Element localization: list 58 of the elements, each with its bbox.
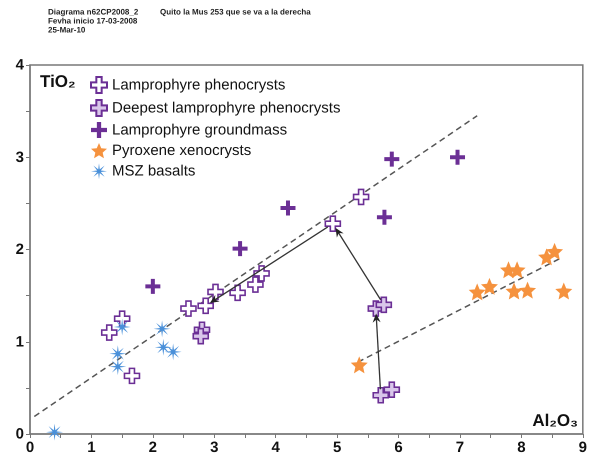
x-tick-label: 4 bbox=[272, 439, 281, 456]
point bbox=[280, 200, 296, 216]
point bbox=[154, 320, 171, 338]
point bbox=[372, 386, 390, 404]
y-tick-label: 1 bbox=[16, 333, 24, 350]
x-tick-label: 8 bbox=[517, 439, 526, 456]
y-tick-label: 0 bbox=[16, 426, 24, 442]
legend-label: Deepest lamprophyre phenocrysts bbox=[112, 100, 340, 116]
x-tick-label: 2 bbox=[148, 439, 158, 456]
point bbox=[506, 282, 523, 300]
point bbox=[384, 152, 400, 167]
point bbox=[180, 300, 197, 317]
point bbox=[109, 358, 126, 376]
point bbox=[480, 278, 498, 295]
x-tick-label: 1 bbox=[87, 439, 96, 456]
point bbox=[114, 318, 131, 336]
point bbox=[376, 296, 392, 314]
point bbox=[247, 276, 264, 293]
point bbox=[468, 283, 486, 300]
point bbox=[124, 368, 140, 384]
text: 25-Mar-10 bbox=[48, 26, 86, 34]
y-axis-title: TiO₂ bbox=[40, 72, 76, 91]
point bbox=[46, 424, 64, 441]
point bbox=[232, 241, 248, 256]
x-tick-label: 7 bbox=[456, 439, 464, 456]
point bbox=[555, 282, 572, 300]
x-tick-label: 9 bbox=[578, 439, 587, 456]
y-tick-label: 2 bbox=[16, 241, 24, 258]
point bbox=[192, 328, 210, 345]
x-axis-title: Al₂O₃ bbox=[532, 411, 578, 430]
point bbox=[109, 345, 126, 362]
point bbox=[350, 356, 368, 374]
legend-label: Lamprophyre groundmass bbox=[112, 122, 288, 138]
point bbox=[324, 215, 342, 232]
point bbox=[519, 282, 536, 299]
point bbox=[207, 284, 224, 300]
point bbox=[164, 343, 182, 360]
y-tick-label: 4 bbox=[16, 56, 25, 74]
point bbox=[383, 381, 400, 398]
legend-label: Lamprophyre phenocrysts bbox=[112, 76, 286, 94]
x-tick-label: 3 bbox=[210, 439, 218, 456]
point bbox=[154, 338, 172, 356]
text: Fevha inicio 17-03-2008 bbox=[48, 16, 138, 26]
y-tick-label: 3 bbox=[16, 148, 24, 166]
point bbox=[546, 242, 564, 260]
point bbox=[450, 150, 466, 165]
x-tick-label: 5 bbox=[332, 439, 342, 456]
legend-label: MSZ basalts bbox=[112, 162, 196, 180]
point bbox=[197, 297, 214, 314]
x-tick-label: 6 bbox=[394, 439, 403, 456]
text: Quito la Mus 253 que se va a la derecha bbox=[160, 8, 312, 16]
legend-label: Pyroxene xenocrysts bbox=[112, 142, 252, 160]
point bbox=[376, 210, 392, 225]
point bbox=[352, 188, 370, 206]
text: Diagrama n62CP2008_2 bbox=[48, 8, 139, 16]
point bbox=[100, 324, 118, 341]
point bbox=[145, 278, 160, 294]
point bbox=[229, 284, 246, 302]
